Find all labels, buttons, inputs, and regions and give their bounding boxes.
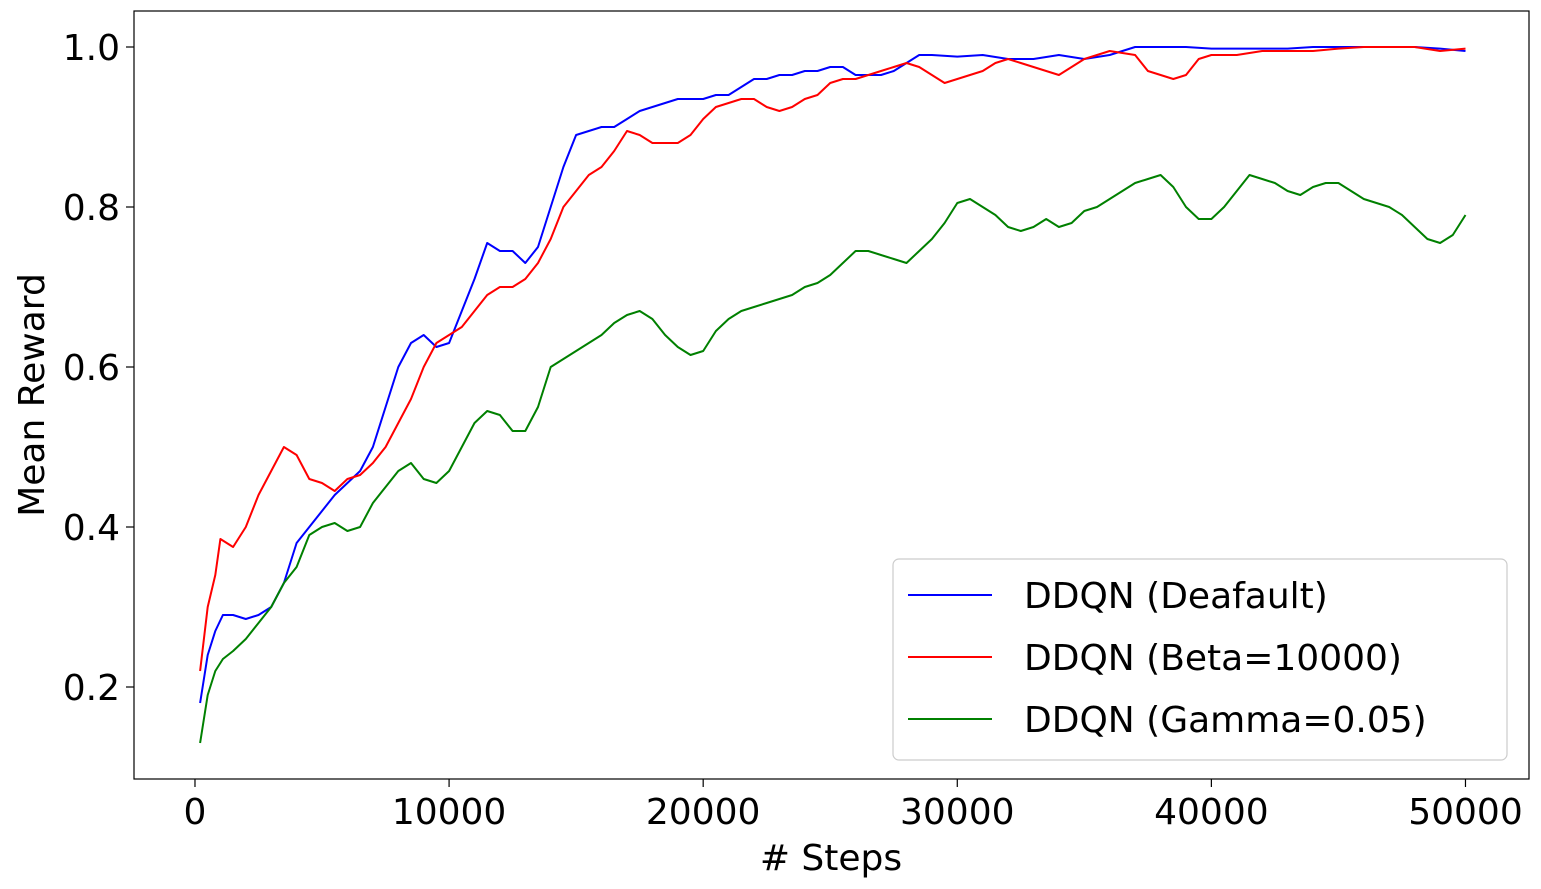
y-tick-label: 0.6 — [63, 348, 120, 389]
legend-label-ddqn-gamma: DDQN (Gamma=0.05) — [1024, 700, 1427, 741]
y-tick-label: 1.0 — [63, 28, 120, 69]
legend-box — [892, 558, 1508, 761]
legend-label-ddqn-default: DDQN (Deafault) — [1024, 576, 1328, 617]
x-tick-label: 10000 — [392, 792, 507, 833]
x-axis-title: # Steps — [760, 838, 902, 879]
series-line-ddqn-beta — [199, 46, 1466, 672]
y-tick-label: 0.4 — [63, 508, 120, 549]
y-tick-label: 0.8 — [63, 188, 120, 229]
x-tick-label: 50000 — [1408, 792, 1523, 833]
y-axis-title: Mean Reward — [12, 273, 53, 517]
x-tick-label: 20000 — [646, 792, 761, 833]
series-line-ddqn-default — [199, 46, 1466, 704]
x-axis: 0 10000 20000 30000 40000 50000 — [184, 779, 1523, 833]
series-line-ddqn-gamma — [199, 174, 1467, 744]
legend: DDQN (Deafault) DDQN (Beta=10000) DDQN (… — [892, 558, 1508, 761]
series-lines — [199, 46, 1467, 744]
legend-label-ddqn-beta: DDQN (Beta=10000) — [1024, 638, 1402, 679]
x-tick-label: 0 — [184, 792, 207, 833]
y-axis: 0.2 0.4 0.6 0.8 1.0 — [63, 28, 134, 709]
y-tick-label: 0.2 — [63, 668, 120, 709]
x-tick-label: 40000 — [1154, 792, 1269, 833]
x-tick-label: 30000 — [900, 792, 1015, 833]
